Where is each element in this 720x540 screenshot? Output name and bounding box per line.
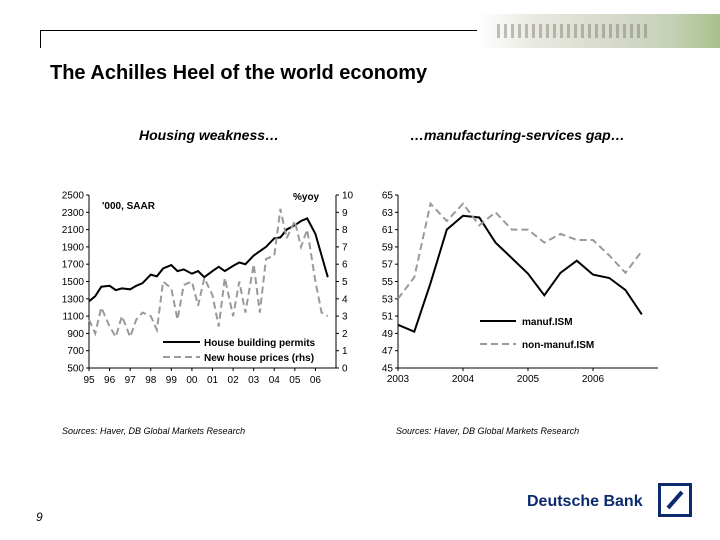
slide-title: The Achilles Heel of the world economy [50, 62, 428, 84]
legend-new-house-prices: New house prices (rhs) [204, 353, 314, 364]
y-tick-label: 47 [382, 346, 394, 357]
x-tick-label: 03 [248, 375, 260, 386]
x-tick-label: 96 [104, 375, 116, 386]
page-number: 9 [36, 510, 43, 524]
y-right-tick-label: 5 [342, 277, 348, 288]
header-banner-image [477, 14, 720, 48]
x-tick-label: 99 [166, 375, 178, 386]
y-left-tick-label: 500 [67, 364, 84, 375]
chart-1-legend: House building permits New house prices … [163, 338, 316, 364]
y-left-tick-label: 1100 [62, 312, 84, 323]
x-tick-label: 95 [83, 375, 95, 386]
y-left-tick-label: 1500 [62, 277, 85, 288]
x-tick-label: 02 [228, 375, 240, 386]
y-left-tick-label: 2100 [62, 225, 85, 236]
y-left-tick-label: 1700 [62, 260, 85, 271]
frame-line-vertical [40, 30, 41, 48]
y-right-tick-label: 8 [342, 225, 348, 236]
x-tick-label: 06 [310, 375, 322, 386]
y-left-tick-label: 900 [67, 329, 84, 340]
x-tick-label: 04 [269, 375, 281, 386]
x-tick-label: 00 [186, 375, 198, 386]
chart-2-source: Sources: Haver, DB Global Markets Resear… [396, 426, 580, 436]
legend-manuf-ism: manuf.ISM [522, 317, 573, 328]
y-left-tick-label: 700 [67, 346, 84, 357]
y-tick-label: 63 [382, 208, 394, 219]
y-left-tick-label: 2500 [62, 191, 85, 202]
y-tick-label: 55 [382, 277, 394, 288]
chart-1-source: Sources: Haver, DB Global Markets Resear… [62, 426, 246, 436]
y-right-tick-label: 4 [342, 294, 348, 305]
x-tick-label: 98 [145, 375, 157, 386]
x-tick-label: 05 [289, 375, 301, 386]
x-tick-label: 2006 [582, 374, 605, 385]
y-tick-label: 51 [382, 312, 394, 323]
y-right-tick-label: 1 [342, 346, 348, 357]
y-right-tick-label: 9 [342, 208, 348, 219]
chart-2-legend: manuf.ISM non-manuf.ISM [480, 317, 594, 351]
x-tick-label: 01 [207, 375, 219, 386]
y-tick-label: 61 [382, 225, 394, 236]
y-right-tick-label: 3 [342, 312, 348, 323]
y-left-tick-label: 1300 [62, 294, 85, 305]
series-house-building-permits [88, 217, 329, 303]
y-right-tick-label: 6 [342, 260, 348, 271]
series-new-house-prices [88, 208, 329, 340]
y-tick-label: 59 [382, 242, 394, 253]
left-axis-unit: '000, SAAR [102, 201, 156, 212]
y-tick-label: 65 [382, 191, 394, 202]
series-non-manuf-ism [397, 201, 643, 300]
y-right-tick-label: 7 [342, 242, 348, 253]
legend-non-manuf-ism: non-manuf.ISM [522, 340, 594, 351]
housing-chart: 2500230021001900170015001300110090070050… [62, 191, 354, 387]
deutsche-bank-logo-icon [658, 483, 692, 517]
chart-2-subtitle: …manufacturing-services gap… [410, 127, 625, 143]
x-tick-label: 2004 [452, 374, 475, 385]
x-tick-label: 97 [125, 375, 137, 386]
right-axis-unit: %yoy [293, 192, 320, 203]
y-tick-label: 53 [382, 294, 394, 305]
legend-house-building-permits: House building permits [204, 338, 316, 349]
x-tick-label: 2005 [517, 374, 540, 385]
frame-line-horizontal [40, 30, 477, 31]
x-tick-label: 2003 [387, 374, 410, 385]
y-right-tick-label: 2 [342, 329, 348, 340]
y-right-tick-label: 10 [342, 191, 354, 202]
chart-1-subtitle: Housing weakness… [139, 127, 280, 143]
brand-name: Deutsche Bank [527, 493, 643, 510]
y-tick-label: 57 [382, 260, 394, 271]
y-left-tick-label: 1900 [62, 242, 85, 253]
series-manuf-ism [397, 214, 643, 334]
y-tick-label: 45 [382, 364, 394, 375]
y-left-tick-label: 2300 [62, 208, 85, 219]
y-tick-label: 49 [382, 329, 394, 340]
y-right-tick-label: 0 [342, 364, 348, 375]
